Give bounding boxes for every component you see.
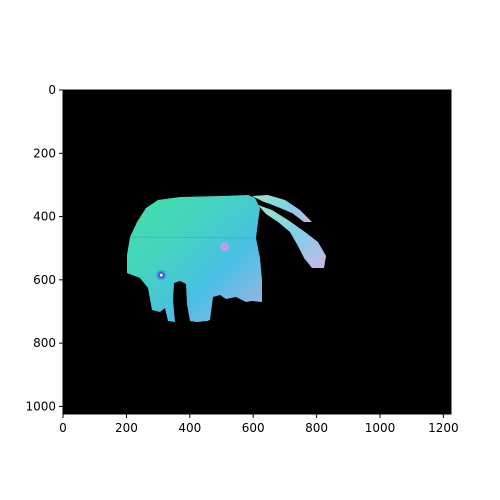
x-tick-label: 200 (115, 421, 138, 435)
x-tick-label: 600 (242, 421, 265, 435)
x-axis: 0 200 400 600 800 1000 1200 (59, 414, 458, 435)
x-tick-label: 800 (305, 421, 328, 435)
y-tick-label: 0 (48, 83, 56, 97)
x-tick-label: 0 (59, 421, 67, 435)
y-tick-label: 400 (33, 210, 56, 224)
x-tick-label: 400 (178, 421, 201, 435)
plot-area (63, 90, 451, 414)
y-tick-label: 600 (33, 273, 56, 287)
y-tick-label: 800 (33, 336, 56, 350)
surface-marker-center (160, 274, 163, 277)
y-tick-label: 200 (33, 146, 56, 160)
y-tick-label: 1000 (25, 399, 56, 413)
x-tick-label: 1000 (365, 421, 396, 435)
x-tick-label: 1200 (428, 421, 459, 435)
y-axis: 0 200 400 600 800 1000 (25, 83, 63, 413)
